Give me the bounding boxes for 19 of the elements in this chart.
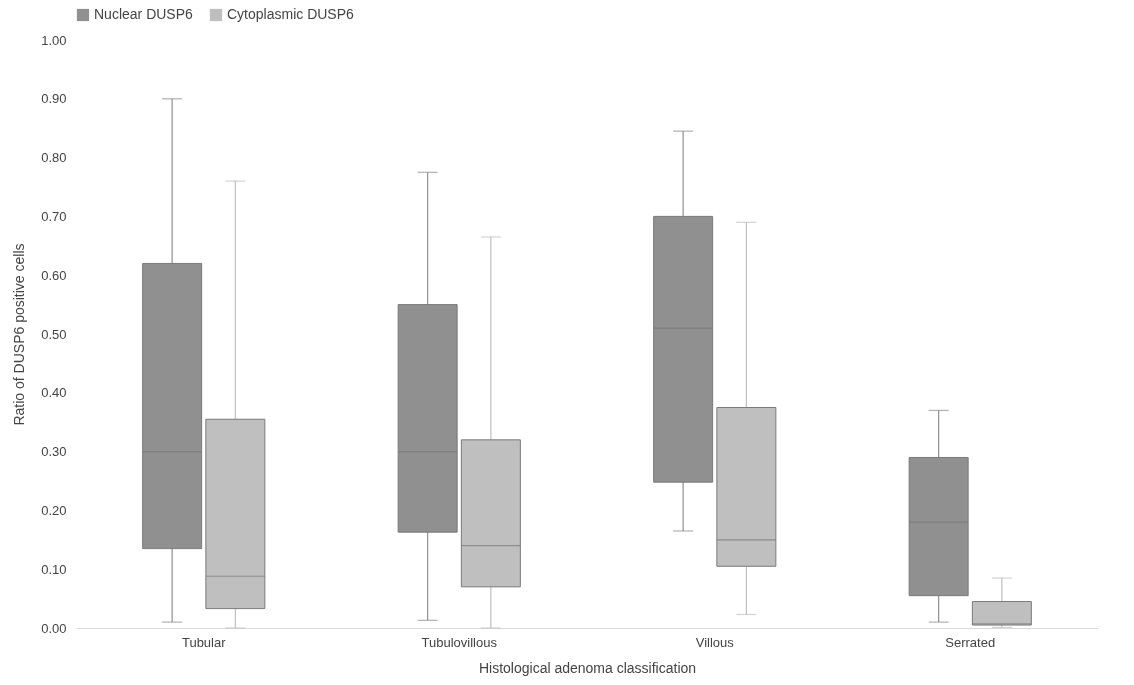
y-tick-label: 0.90 [41,91,67,107]
y-tick-label: 0.00 [41,620,67,636]
y-tick-label: 0.70 [41,208,67,224]
x-tick-label: Tubular [181,634,227,650]
y-tick-label: 0.20 [41,502,67,518]
x-tick-label: Villous [695,634,735,650]
y-tick-label: 0.60 [41,267,67,283]
y-tick-label: 0.30 [41,444,67,460]
y-tick-label: 0.50 [41,326,67,342]
x-axis-title: Histological adenoma classification [478,659,697,676]
y-tick-label: 0.40 [41,385,67,401]
legend-label: Cytoplasmic DUSP6 [227,6,355,22]
y-axis-title: Ratio of DUSP6 positive cells [11,243,28,426]
x-tick-label: Serrated [945,634,996,650]
y-tick-label: 1.00 [41,32,67,48]
y-tick-label: 0.80 [41,150,67,166]
x-tick-label: Tubulovillous [421,634,498,650]
y-tick-label: 0.10 [41,561,67,577]
legend-label: Nuclear DUSP6 [94,6,194,22]
